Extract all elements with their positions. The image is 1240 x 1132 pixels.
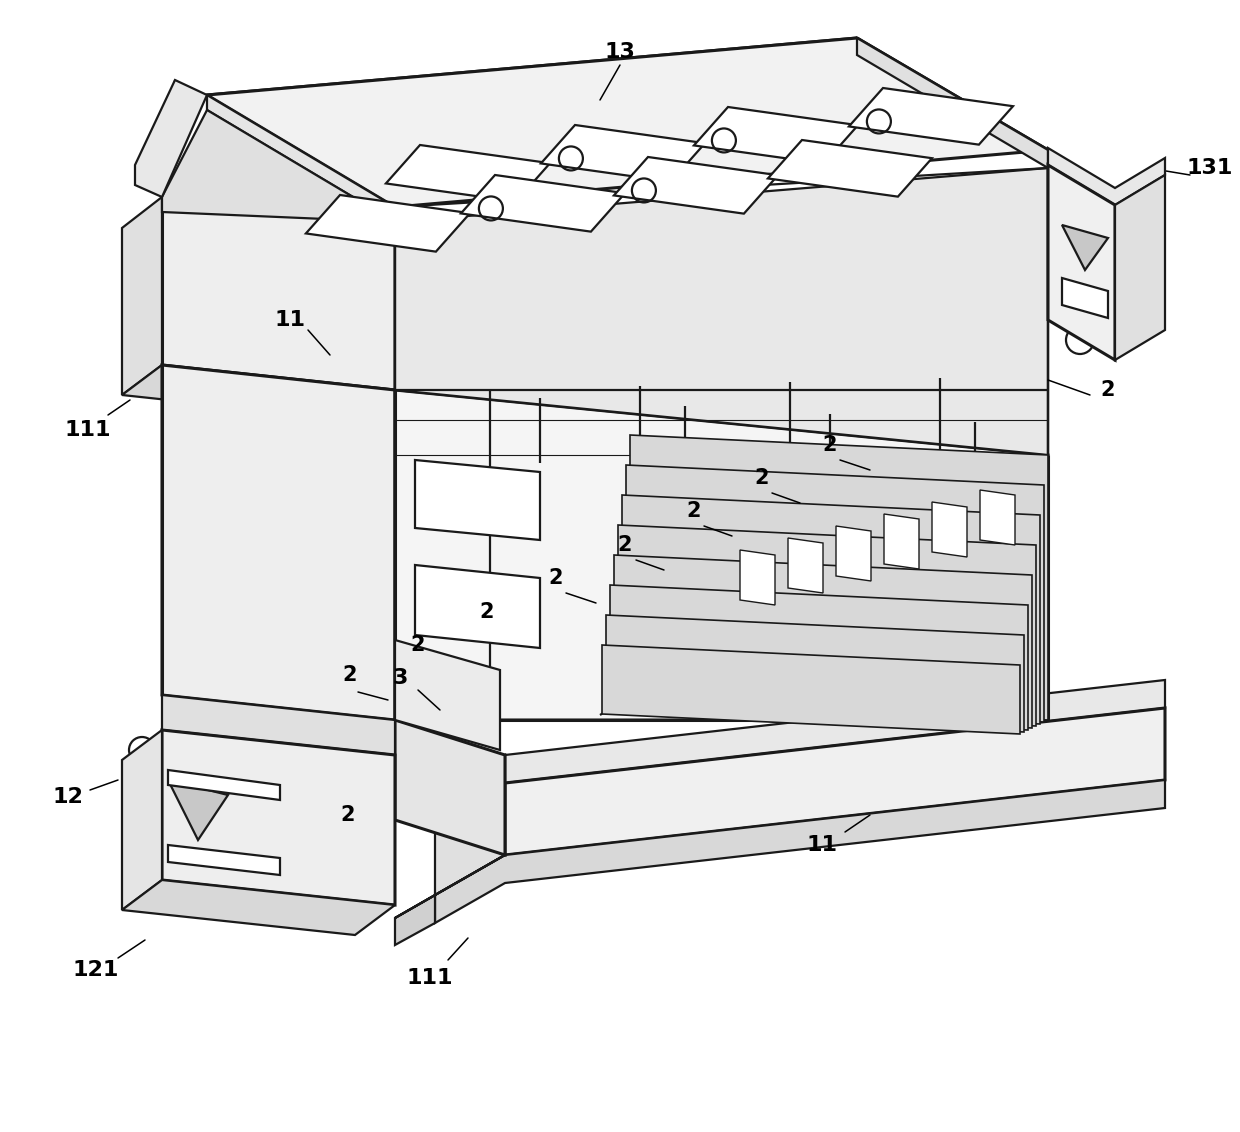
Polygon shape <box>207 95 396 222</box>
Polygon shape <box>505 680 1166 783</box>
Polygon shape <box>135 80 207 197</box>
Polygon shape <box>306 195 470 251</box>
Polygon shape <box>601 645 1021 734</box>
Polygon shape <box>1048 165 1115 360</box>
Polygon shape <box>162 110 396 222</box>
Polygon shape <box>435 780 1166 923</box>
Polygon shape <box>626 465 1044 722</box>
Text: 12: 12 <box>52 787 83 807</box>
Polygon shape <box>630 435 1048 720</box>
Polygon shape <box>122 730 162 910</box>
Polygon shape <box>162 197 396 391</box>
Polygon shape <box>1061 278 1109 318</box>
Text: 2: 2 <box>410 635 425 655</box>
Text: 3: 3 <box>392 668 408 688</box>
Polygon shape <box>857 38 1048 168</box>
Polygon shape <box>787 538 823 593</box>
Polygon shape <box>396 391 1048 720</box>
Polygon shape <box>415 460 539 540</box>
Polygon shape <box>396 895 435 945</box>
Polygon shape <box>162 730 396 904</box>
Polygon shape <box>694 108 858 164</box>
Text: 2: 2 <box>1101 380 1115 400</box>
Polygon shape <box>610 585 1028 730</box>
Polygon shape <box>884 514 919 569</box>
Text: 111: 111 <box>64 420 112 440</box>
Polygon shape <box>606 615 1024 732</box>
Polygon shape <box>162 695 396 755</box>
Text: 2: 2 <box>341 805 355 825</box>
Text: 2: 2 <box>823 435 837 455</box>
Text: 13: 13 <box>605 42 635 62</box>
Polygon shape <box>1115 175 1166 360</box>
Polygon shape <box>167 780 228 840</box>
Polygon shape <box>167 770 280 800</box>
Polygon shape <box>622 495 1040 724</box>
Polygon shape <box>396 720 505 855</box>
Polygon shape <box>836 526 870 581</box>
Polygon shape <box>768 140 932 197</box>
Polygon shape <box>618 525 1035 726</box>
Polygon shape <box>386 145 551 201</box>
Polygon shape <box>980 490 1016 544</box>
Polygon shape <box>932 501 967 557</box>
Polygon shape <box>396 855 505 918</box>
Polygon shape <box>614 555 1032 728</box>
Polygon shape <box>849 88 1013 145</box>
Polygon shape <box>122 365 396 420</box>
Text: 2: 2 <box>618 535 632 555</box>
Polygon shape <box>541 125 706 181</box>
Polygon shape <box>461 175 625 232</box>
Text: 2: 2 <box>480 602 495 621</box>
Polygon shape <box>207 38 1048 207</box>
Polygon shape <box>122 880 396 935</box>
Polygon shape <box>614 157 777 214</box>
Polygon shape <box>505 708 1166 855</box>
Polygon shape <box>396 168 1048 455</box>
Polygon shape <box>1048 148 1166 205</box>
Text: 11: 11 <box>806 835 837 855</box>
Polygon shape <box>162 365 396 720</box>
Text: 121: 121 <box>73 960 119 980</box>
Text: 2: 2 <box>549 568 563 588</box>
Polygon shape <box>396 640 500 751</box>
Polygon shape <box>1061 225 1109 271</box>
Polygon shape <box>415 565 539 648</box>
Polygon shape <box>435 755 505 895</box>
Text: 111: 111 <box>407 968 454 988</box>
Text: 2: 2 <box>342 664 357 685</box>
Polygon shape <box>167 844 280 875</box>
Text: 131: 131 <box>1187 158 1234 178</box>
Polygon shape <box>122 197 162 395</box>
Text: 2: 2 <box>755 468 769 488</box>
Text: 2: 2 <box>687 501 702 521</box>
Polygon shape <box>740 550 775 604</box>
Text: 11: 11 <box>274 310 305 331</box>
